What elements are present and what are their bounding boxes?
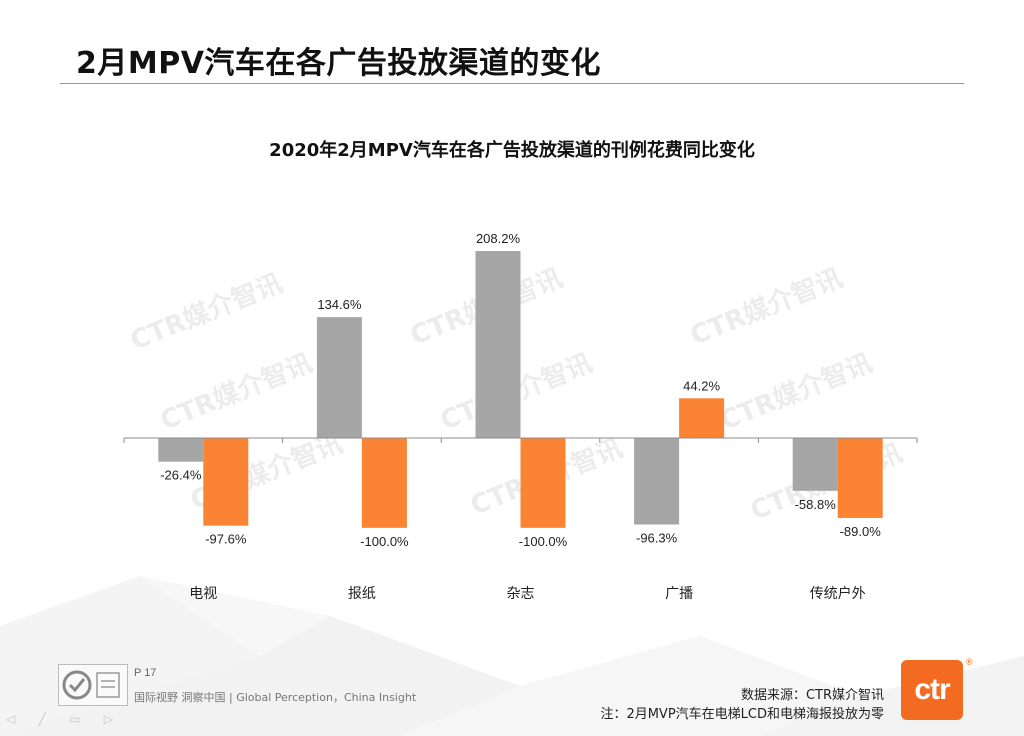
category-label: 电视 (189, 586, 217, 602)
bar-orange (837, 438, 883, 518)
watermark-text: CTR媒介智讯 (156, 348, 316, 436)
watermark-text: CTR媒介智讯 (126, 268, 286, 356)
bar-orange (520, 438, 566, 528)
ctr-logo: ctr (901, 660, 963, 720)
bar-gray (792, 438, 838, 491)
registered-mark: ® (966, 657, 973, 667)
bar-orange (361, 438, 407, 528)
data-label: -26.4% (160, 468, 202, 483)
certification-logo (58, 664, 128, 706)
bar-gray (634, 438, 680, 525)
slide-nav-icons[interactable]: ◁ ╱ ▭ ▷ (6, 712, 124, 726)
data-label: 208.2% (476, 231, 521, 246)
data-label: -100.0% (519, 534, 568, 549)
bar-gray (158, 438, 204, 462)
category-labels-layer: 电视 报纸 杂志 广播 传统户外 (189, 585, 865, 602)
category-label: 杂志 (507, 586, 535, 602)
data-label: -96.3% (636, 530, 678, 545)
data-labels-layer: -26.4% -97.6% 134.6% -100.0% 208.2% -100.0% -9… (160, 231, 881, 549)
data-label: -58.8% (795, 497, 837, 512)
watermark-text: CTR媒介智讯 (686, 263, 846, 351)
data-label: 44.2% (683, 378, 720, 393)
bar-orange (679, 398, 725, 438)
page-number: P 17 (134, 667, 157, 679)
category-label: 传统户外 (810, 585, 866, 602)
category-label: 报纸 (348, 586, 376, 602)
title-divider (60, 83, 964, 84)
watermark-text: CTR媒介智讯 (716, 348, 876, 436)
data-label: -100.0% (360, 534, 409, 549)
bar-gray (475, 251, 521, 438)
category-label: 广播 (665, 586, 693, 602)
data-source-note: 数据来源：CTR媒介智讯 (740, 688, 884, 703)
data-label: -97.6% (205, 532, 247, 547)
axis-ticks (123, 438, 918, 443)
footnote: 注：2月MVP汽车在电梯LCD和电梯海报投放为零 (600, 707, 884, 722)
bars-layer (158, 251, 883, 528)
data-label: -89.0% (840, 524, 882, 539)
slide-title: 2月MPV汽车在各广告投放渠道的变化 (76, 46, 601, 81)
bar-orange (203, 438, 249, 526)
chart-title: 2020年2月MPV汽车在各广告投放渠道的刊例花费同比变化 (269, 140, 755, 161)
bar-gray (316, 317, 362, 438)
data-label: 134.6% (317, 297, 362, 312)
footer-slogan: 国际视野 洞察中国 | Global Perception，China Insi… (134, 691, 417, 704)
